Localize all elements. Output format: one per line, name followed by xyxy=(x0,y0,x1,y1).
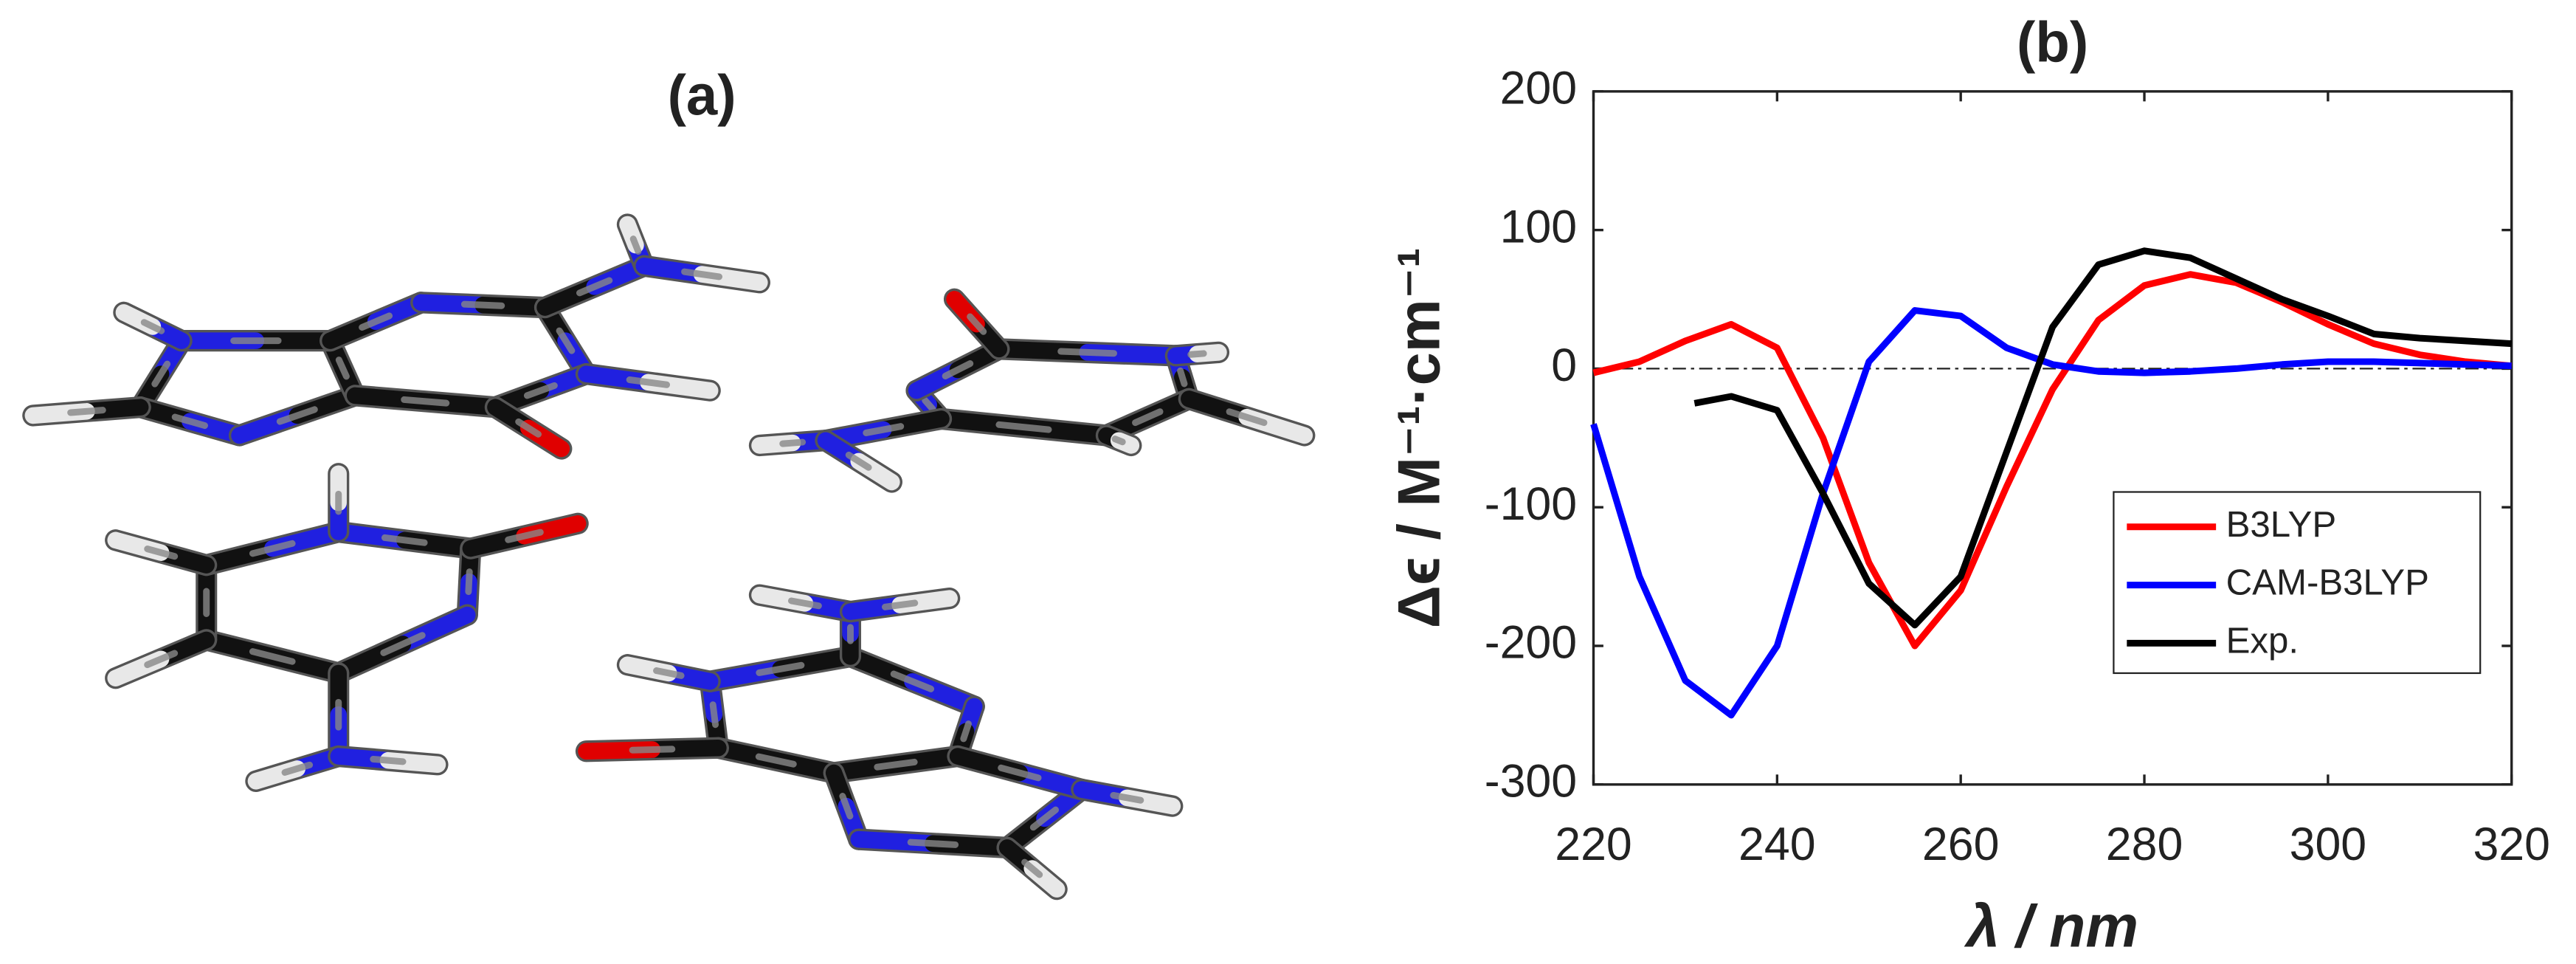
bond-shine xyxy=(779,438,807,447)
bond-shine xyxy=(629,235,642,255)
bond-shine xyxy=(281,761,314,776)
bond-shine xyxy=(1226,408,1268,427)
bond-shine xyxy=(144,545,179,560)
x-tick-label: 240 xyxy=(1738,819,1816,870)
bond-shine xyxy=(144,650,179,669)
molecule-structures xyxy=(22,213,1316,901)
bond-shine xyxy=(874,758,918,771)
y-tick-label: 0 xyxy=(1551,340,1577,391)
bond-shine xyxy=(629,746,676,754)
series-line xyxy=(1693,247,2512,629)
bond-shine xyxy=(839,793,854,820)
chart: (b) 220 240 260 280 300 320 -300 -200 -100 0 100 200… xyxy=(1387,11,2550,960)
bond-shine xyxy=(653,667,685,679)
bond-shine xyxy=(995,421,1052,433)
bond-shine xyxy=(1057,348,1117,357)
bond-shine xyxy=(151,360,171,388)
bond-shine xyxy=(922,397,936,413)
bond-shine xyxy=(845,451,872,471)
x-tick-label: 320 xyxy=(2473,819,2550,870)
bond-shine xyxy=(863,423,905,436)
x-tick-label: 280 xyxy=(2106,819,2183,870)
bond-shine xyxy=(359,312,393,331)
x-tick-label: 220 xyxy=(1555,819,1632,870)
bond-shine xyxy=(998,764,1042,782)
bond-shine xyxy=(370,755,407,765)
y-tick-label: -100 xyxy=(1485,478,1577,530)
x-tick-label: 260 xyxy=(1922,819,2000,870)
bond-shine xyxy=(1177,367,1188,388)
bond-shine xyxy=(505,529,544,543)
bond-shine xyxy=(960,720,972,743)
legend-label: B3LYP xyxy=(2226,504,2337,545)
series-line xyxy=(1592,271,2513,650)
bond-shine xyxy=(787,597,822,610)
bond-shine xyxy=(1111,435,1126,446)
x-axis-label: λ / nm xyxy=(1964,893,2138,960)
bond-shine xyxy=(756,661,805,676)
bond-shine xyxy=(626,376,670,388)
bond-shine xyxy=(556,327,576,354)
y-tick-label: -200 xyxy=(1485,617,1577,669)
bond-shine xyxy=(881,599,919,610)
legend-label: Exp. xyxy=(2226,620,2299,661)
bond-shine xyxy=(140,319,165,334)
bond-shine xyxy=(276,406,318,425)
bond-shine xyxy=(1021,858,1043,878)
bond-shine xyxy=(171,413,208,430)
bond-shine xyxy=(401,396,450,407)
plot-area xyxy=(1592,90,2513,786)
bond-shine xyxy=(1029,806,1060,831)
legend-label: CAM-B3LYP xyxy=(2226,562,2429,603)
bond-shine xyxy=(1110,791,1144,804)
bond-shine xyxy=(335,357,350,380)
bond-shine xyxy=(755,753,797,768)
bond-shine xyxy=(523,382,558,399)
bond-shine xyxy=(890,670,935,692)
x-tick-label: 300 xyxy=(2290,819,2367,870)
bond-shine xyxy=(681,268,723,280)
panel-a-title: (a) xyxy=(668,64,736,127)
bond-shine xyxy=(380,632,426,656)
y-tick-label: 200 xyxy=(1500,62,1578,114)
bond-shine xyxy=(249,540,296,557)
bond-shine xyxy=(381,534,428,546)
y-tick-label: 100 xyxy=(1500,201,1578,252)
y-axis-label: Δϵ / M⁻¹·cm⁻¹ xyxy=(1387,247,1453,628)
series-line xyxy=(1590,307,2512,719)
bond-shine xyxy=(515,418,542,438)
bond-shine xyxy=(576,277,613,297)
bond-shine xyxy=(942,360,974,379)
bond-shine xyxy=(709,701,719,729)
bond-shine xyxy=(460,300,505,309)
y-tick-label: -300 xyxy=(1485,755,1577,807)
bond-shine xyxy=(967,313,987,335)
bond-shine xyxy=(249,648,296,665)
bond-shine xyxy=(67,407,106,416)
chart-title: (b) xyxy=(2017,11,2088,74)
bond-shine xyxy=(907,839,959,848)
bond-shine xyxy=(1132,408,1164,427)
